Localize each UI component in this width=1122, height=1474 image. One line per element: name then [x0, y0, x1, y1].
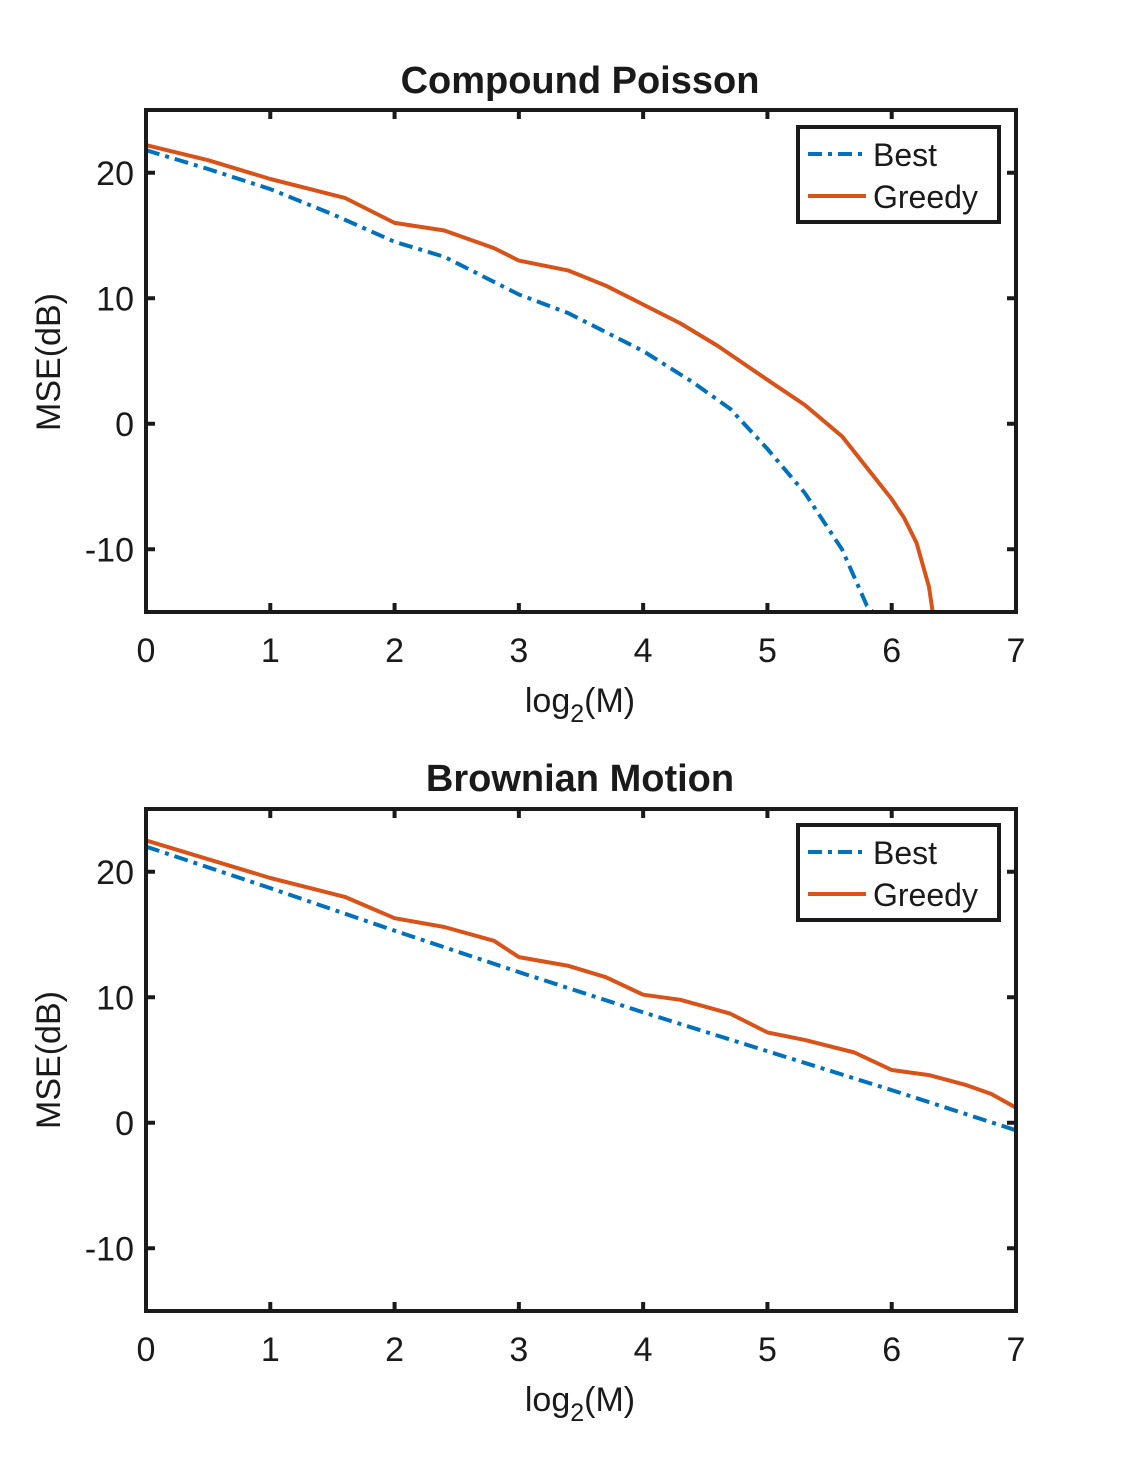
- legend-label-greedy: Greedy: [873, 179, 978, 215]
- x-tick-label: 3: [509, 632, 528, 670]
- legend-box: [796, 125, 1001, 224]
- x-tick-label: 3: [509, 1331, 528, 1369]
- y-tick-label: -10: [85, 1230, 134, 1268]
- chart-title: Brownian Motion: [426, 758, 734, 800]
- x-axis-label: log2(M): [525, 682, 635, 728]
- x-axis-label-suffix: (M): [584, 682, 635, 720]
- legend: Best Greedy: [796, 823, 1001, 922]
- series-line-greedy: [146, 143, 935, 612]
- x-tick-label: 0: [137, 632, 156, 670]
- x-tick-label: 5: [758, 632, 777, 670]
- y-tick-label: -10: [85, 531, 134, 569]
- x-tick-label: 6: [882, 632, 901, 670]
- y-tick-label: 0: [115, 406, 134, 444]
- series-line-greedy: [146, 838, 1016, 1110]
- x-axis-label-subscript: 2: [570, 700, 584, 728]
- x-tick-label: 1: [261, 632, 280, 670]
- y-axis-label: MSE(dB): [30, 991, 68, 1129]
- x-axis-label-subscript: 2: [570, 1399, 584, 1427]
- x-tick-label: 5: [758, 1331, 777, 1369]
- x-tick-label: 4: [634, 632, 653, 670]
- axes-frame: [144, 108, 1018, 614]
- legend-label-best: Best: [873, 137, 937, 173]
- y-tick-label: 0: [115, 1105, 134, 1143]
- x-axis-label-main: log: [525, 682, 570, 720]
- x-tick-label: 4: [634, 1331, 653, 1369]
- x-tick-label: 7: [1007, 1331, 1026, 1369]
- legend: Best Greedy: [796, 125, 1001, 224]
- legend-label-greedy: Greedy: [873, 877, 978, 913]
- y-tick-label: 20: [96, 155, 134, 193]
- chart-title: Compound Poisson: [401, 60, 760, 102]
- x-tick-label: 6: [882, 1331, 901, 1369]
- y-tick-label: 10: [96, 979, 134, 1017]
- x-axis-label: log2(M): [525, 1381, 635, 1427]
- series-line-best: [146, 844, 1016, 1133]
- x-tick-label: 7: [1007, 632, 1026, 670]
- x-axis-label-main: log: [525, 1381, 570, 1419]
- x-tick-label: 1: [261, 1331, 280, 1369]
- plot-area: 0 1 2 3 4 5 6 7 20 10 0 -10: [85, 108, 1026, 670]
- x-tick-label: 2: [385, 1331, 404, 1369]
- plot-area: 0 1 2 3 4 5 6 7 20 10 0 -10: [85, 807, 1026, 1369]
- y-tick-label: 10: [96, 280, 134, 318]
- y-tick-label: 20: [96, 854, 134, 892]
- legend-box: [796, 823, 1001, 922]
- x-tick-label: 0: [137, 1331, 156, 1369]
- y-axis-label: MSE(dB): [30, 293, 68, 431]
- series-line-best: [146, 148, 875, 612]
- axes-frame: [144, 807, 1018, 1313]
- x-axis-label-suffix: (M): [584, 1381, 635, 1419]
- legend-label-best: Best: [873, 835, 937, 871]
- x-tick-label: 2: [385, 632, 404, 670]
